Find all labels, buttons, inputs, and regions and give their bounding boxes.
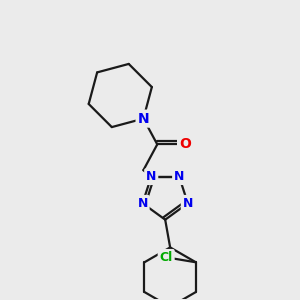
Text: Cl: Cl xyxy=(160,251,173,264)
Text: O: O xyxy=(179,137,191,152)
Text: N: N xyxy=(183,197,193,210)
Text: N: N xyxy=(137,197,148,210)
Text: N: N xyxy=(174,170,184,183)
Text: N: N xyxy=(146,170,156,183)
Text: N: N xyxy=(138,112,149,126)
